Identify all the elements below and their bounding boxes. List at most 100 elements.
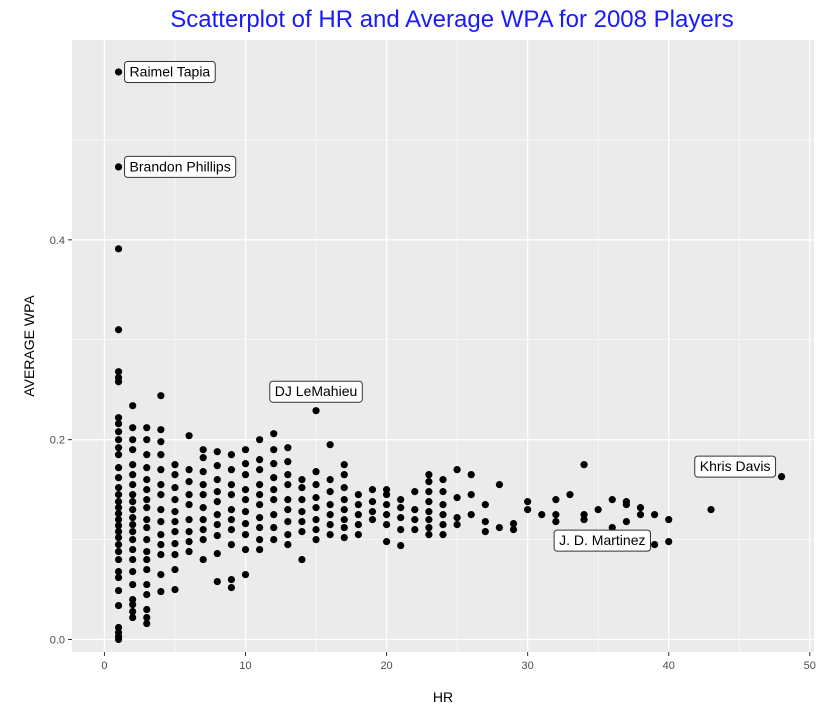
data-point [114,451,123,459]
data-point [171,461,179,469]
data-point [397,504,405,512]
data-point [312,407,320,415]
data-point [129,595,137,604]
minor-gridlines [72,40,814,652]
data-point [213,521,221,529]
data-point [199,535,207,544]
data-point [241,508,250,516]
data-point [114,420,123,428]
data-point [143,486,151,494]
data-point [298,518,306,526]
x-tick-label: 40 [663,660,675,672]
data-point [171,508,179,516]
data-point [213,488,221,496]
data-point [157,466,165,474]
data-point [241,570,250,579]
data-point [453,521,461,529]
data-point [495,524,504,532]
y-tick-label: 0.4 [50,235,65,247]
data-point [256,535,264,544]
data-point [143,496,151,504]
data-point [298,476,306,484]
data-point [298,508,306,516]
data-point [284,530,292,539]
data-point [227,481,236,489]
data-point [509,520,518,528]
data-point [143,580,151,589]
data-point [256,436,264,444]
data-point [129,527,137,536]
chart-title: Scatterplot of HR and Average WPA for 20… [170,6,733,33]
data-point [425,498,433,506]
data-point [622,518,630,526]
data-point [312,516,320,524]
data-point [129,545,137,554]
x-tick-label: 10 [239,660,251,672]
data-point [213,577,221,586]
data-point [298,484,306,492]
data-point [227,583,236,592]
annotation-text: Brandon Phillips [130,158,231,174]
data-point [312,504,320,512]
data-point [114,516,123,524]
data-point [326,488,334,496]
data-point [354,530,362,539]
data-point [284,471,292,479]
data-point [256,524,264,532]
data-point [256,545,264,554]
data-point [157,550,165,559]
data-point [199,516,207,524]
data-point [354,521,362,529]
data-point [114,567,123,576]
data-point [129,402,137,410]
data-point [129,607,137,616]
data-point [495,481,504,489]
data-point [509,526,518,534]
data-point [171,539,179,548]
data-point [524,506,532,514]
data-point [340,484,348,492]
x-tick-label: 20 [380,660,392,672]
data-point [157,491,165,499]
data-point [199,468,207,476]
data-point [199,491,207,499]
data-point [241,520,250,528]
data-point [354,511,362,519]
data-point [143,476,151,484]
x-tick-label: 50 [804,660,816,672]
data-point [114,414,123,422]
data-point [425,508,433,516]
data-point [143,590,151,599]
data-point [411,526,419,534]
data-point [129,471,137,479]
data-point [284,481,292,489]
data-point [185,432,193,440]
data-point [143,516,151,524]
data-point [129,600,137,609]
data-point [129,613,137,622]
data-point [157,451,165,459]
data-point [552,496,560,504]
data-point [129,555,137,564]
data-point [270,524,278,532]
data-point [185,501,193,509]
data-point [622,501,630,509]
data-point [411,516,419,524]
data-point [566,491,574,499]
data-point [636,504,645,512]
data-point [340,524,348,532]
data-point [129,491,137,499]
data-point [157,426,165,434]
data-point [340,461,348,469]
data-point [340,471,348,479]
data-point [114,527,123,536]
annotation-label: Raimel Tapia [124,60,216,83]
data-point [397,541,405,550]
data-points [114,68,786,644]
data-point [171,496,179,504]
data-point [143,605,151,614]
data-point [199,504,207,512]
data-point [114,533,123,542]
data-point [368,508,377,516]
data-point [340,506,348,514]
